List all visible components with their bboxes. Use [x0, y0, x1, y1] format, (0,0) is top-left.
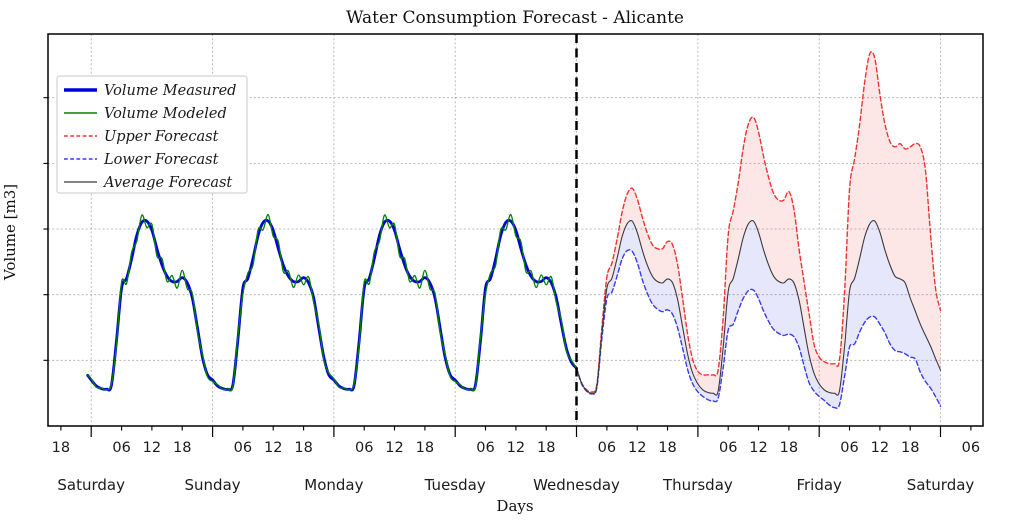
x-tick-label: 06	[962, 440, 980, 456]
series-lower-forecast-line	[575, 249, 942, 409]
day-label: Sunday	[185, 476, 241, 494]
x-tick-label: 12	[749, 440, 767, 456]
day-label: Monday	[304, 476, 363, 494]
x-tick-label: 12	[143, 440, 161, 456]
x-tick-label: 06	[112, 440, 130, 456]
x-tick-label: 18	[537, 440, 555, 456]
x-tick-label: 12	[628, 440, 646, 456]
series-average-forecast-line	[575, 220, 942, 396]
legend-item-label-volume-measured: Volume Measured	[104, 83, 236, 99]
x-tick-label: 12	[385, 440, 403, 456]
x-tick-label: 18	[294, 440, 312, 456]
day-label: Wednesday	[533, 476, 620, 494]
day-label: Saturday	[57, 476, 125, 494]
legend: Volume Measured Volume Modeled Upper Forec…	[56, 75, 248, 194]
axis-layer: 18 06 12 18 06 12 18 06 12 18 06 12 18 06 12 18 06 12 18 06…	[43, 33, 984, 494]
x-tick-label: 12	[507, 440, 525, 456]
day-label: Saturday	[907, 476, 975, 494]
legend-box	[56, 75, 248, 194]
x-tick-label: 06	[719, 440, 737, 456]
day-label: Friday	[796, 476, 842, 494]
x-tick-label: 18	[780, 440, 798, 456]
x-tick-label: 18	[416, 440, 434, 456]
plot-layer	[86, 50, 942, 409]
lower-forecast-band-fill	[576, 220, 941, 409]
legend-item-label-volume-modeled: Volume Modeled	[104, 106, 227, 122]
x-tick-label: 12	[264, 440, 282, 456]
x-tick-label: 06	[598, 440, 616, 456]
y-axis-label: Volume [m3]	[1, 184, 19, 281]
upper-forecast-band-fill	[576, 51, 941, 396]
legend-item-label-average-forecast: Average Forecast	[102, 175, 232, 191]
series-volume-measured-line	[86, 218, 578, 392]
x-tick-label: 18	[52, 440, 70, 456]
x-tick-label: 12	[871, 440, 889, 456]
series-upper-forecast-line	[575, 50, 942, 393]
x-tick-label: 06	[840, 440, 858, 456]
day-label: Tuesday	[424, 476, 486, 494]
x-tick-label: 18	[901, 440, 919, 456]
legend-item-label-upper-forecast: Upper Forecast	[104, 129, 219, 145]
x-tick-label: 18	[658, 440, 676, 456]
x-tick-label: 06	[234, 440, 252, 456]
legend-item-label-lower-forecast: Lower Forecast	[103, 152, 219, 168]
x-tick-label: 18	[173, 440, 191, 456]
x-tick-label: 06	[476, 440, 494, 456]
chart-title: Water Consumption Forecast - Alicante	[346, 8, 684, 28]
series-volume-modeled-line	[87, 213, 578, 392]
x-axis-label: Days	[496, 497, 533, 515]
x-tick-label: 06	[355, 440, 373, 456]
day-label: Thursday	[662, 476, 733, 494]
